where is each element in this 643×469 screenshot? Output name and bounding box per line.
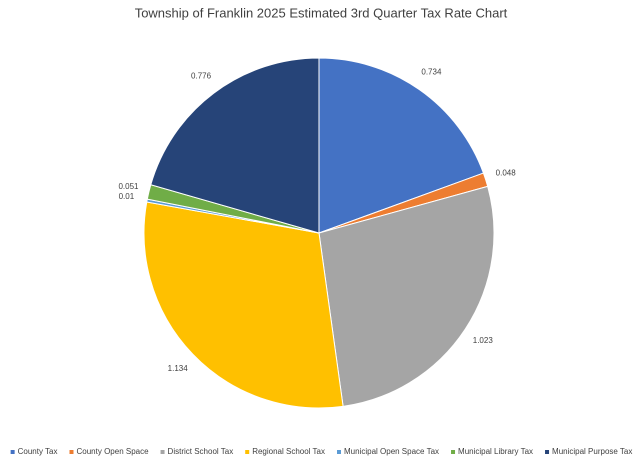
legend: County Tax County Open Space District Scho… xyxy=(10,447,632,456)
data-label: 0.734 xyxy=(421,68,442,77)
pie: 0.734 0.048 1.023 1.134 0.010.051 0.776 xyxy=(118,57,517,409)
legend-label: County Tax xyxy=(18,447,58,456)
data-label: 1.134 xyxy=(168,364,189,373)
data-label: 0.776 xyxy=(191,72,212,81)
legend-item: Municipal Library Tax xyxy=(451,447,533,456)
data-label: 1.023 xyxy=(473,336,494,345)
pie-slice xyxy=(150,57,320,234)
data-label: 0.051 xyxy=(118,182,139,191)
legend-swatch xyxy=(69,450,74,454)
legend-label: Municipal Purpose Tax xyxy=(552,447,632,456)
legend-swatch xyxy=(337,450,341,454)
chart-title: Township of Franklin 2025 Estimated 3rd … xyxy=(135,5,508,20)
legend-label: District School Tax xyxy=(168,447,234,456)
pie-slice xyxy=(143,201,344,409)
legend-item: County Open Space xyxy=(69,447,150,456)
legend-label: Municipal Library Tax xyxy=(458,447,533,456)
legend-swatch xyxy=(545,450,550,454)
legend-item: Regional School Tax xyxy=(245,447,325,456)
data-label: 0.048 xyxy=(496,168,517,177)
legend-swatch xyxy=(451,450,456,454)
legend-label: Regional School Tax xyxy=(252,447,325,456)
legend-item: County Tax xyxy=(10,447,58,456)
legend-item: Municipal Purpose Tax xyxy=(545,447,632,456)
pie-slice xyxy=(318,185,495,407)
legend-swatch xyxy=(245,450,250,454)
legend-label: County Open Space xyxy=(77,447,150,456)
legend-label: Municipal Open Space Tax xyxy=(344,447,439,456)
legend-item: District School Tax xyxy=(160,447,234,456)
data-label: 0.01 xyxy=(119,192,135,201)
legend-item: Municipal Open Space Tax xyxy=(337,447,439,456)
pie-slice xyxy=(318,57,485,234)
legend-swatch xyxy=(10,450,15,454)
legend-swatch xyxy=(160,450,165,454)
